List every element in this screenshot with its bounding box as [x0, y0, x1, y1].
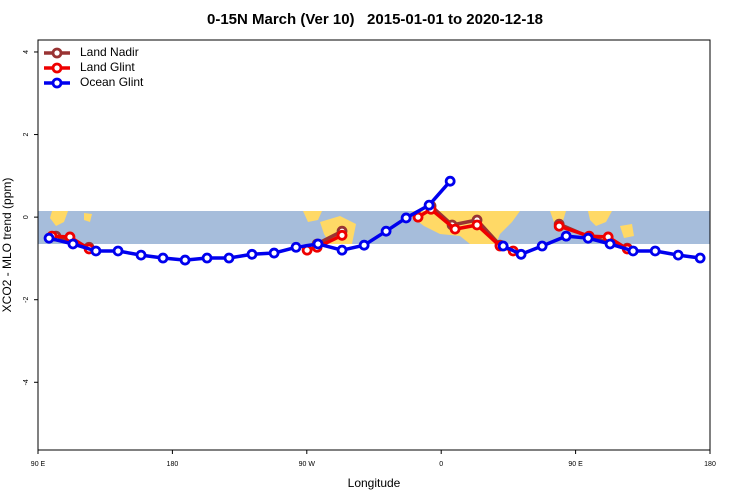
data-point [497, 240, 509, 252]
legend-marker [51, 62, 63, 74]
data-point [560, 230, 572, 242]
data-point [627, 245, 639, 257]
plot-frame [37, 39, 711, 451]
data-point [582, 232, 594, 244]
chart-title: 0-15N March (Ver 10) 2015-01-01 to 2020-… [207, 11, 543, 28]
data-point [201, 252, 213, 264]
legend-marker [51, 77, 63, 89]
data-point [471, 219, 483, 231]
legend-label: Land Nadir [80, 45, 139, 59]
land [303, 211, 322, 222]
data-point [358, 239, 370, 251]
y-tick-label: -2 [23, 296, 30, 302]
data-point [43, 232, 55, 244]
data-point [694, 252, 706, 264]
data-point [268, 247, 280, 259]
x-tick-label: 0 [439, 461, 443, 468]
x-tick-label: 90 E [568, 461, 583, 468]
x-axis-label: Longitude [348, 476, 401, 490]
data-point [336, 229, 348, 241]
land [50, 211, 68, 226]
data-point [312, 238, 324, 250]
data-point [400, 212, 412, 224]
x-tick-label: 90 E [31, 461, 46, 468]
data-point [67, 238, 79, 250]
series [43, 175, 706, 266]
data-point [604, 238, 616, 250]
data-point [90, 245, 102, 257]
y-tick-label: -4 [23, 379, 30, 385]
legend-marker [51, 47, 63, 59]
y-axis-label: XCO2 - MLO trend (ppm) [0, 178, 14, 313]
x-tick-label: 180 [704, 461, 716, 468]
data-point [444, 175, 456, 187]
data-point [380, 225, 392, 237]
data-point [515, 248, 527, 260]
data-point [449, 223, 461, 235]
data-point [157, 252, 169, 264]
data-point [246, 248, 258, 260]
data-point [553, 220, 565, 232]
data-point [290, 241, 302, 253]
data-point [536, 240, 548, 252]
y-tick-label: 0 [23, 215, 30, 219]
land [84, 213, 92, 222]
y-tick-label: 4 [23, 50, 30, 54]
data-point [423, 199, 435, 211]
data-point [112, 245, 124, 257]
data-point [672, 249, 684, 261]
y-tick-label: 2 [23, 133, 30, 137]
data-point [179, 254, 191, 266]
land [620, 224, 634, 238]
x-tick-label: 180 [167, 461, 179, 468]
data-point [649, 245, 661, 257]
legend-label: Land Glint [80, 60, 135, 74]
data-point [336, 244, 348, 256]
land [588, 211, 612, 226]
data-point [135, 249, 147, 261]
x-tick-label: 90 W [299, 461, 316, 468]
legend-label: Ocean Glint [80, 75, 144, 89]
data-point [223, 252, 235, 264]
